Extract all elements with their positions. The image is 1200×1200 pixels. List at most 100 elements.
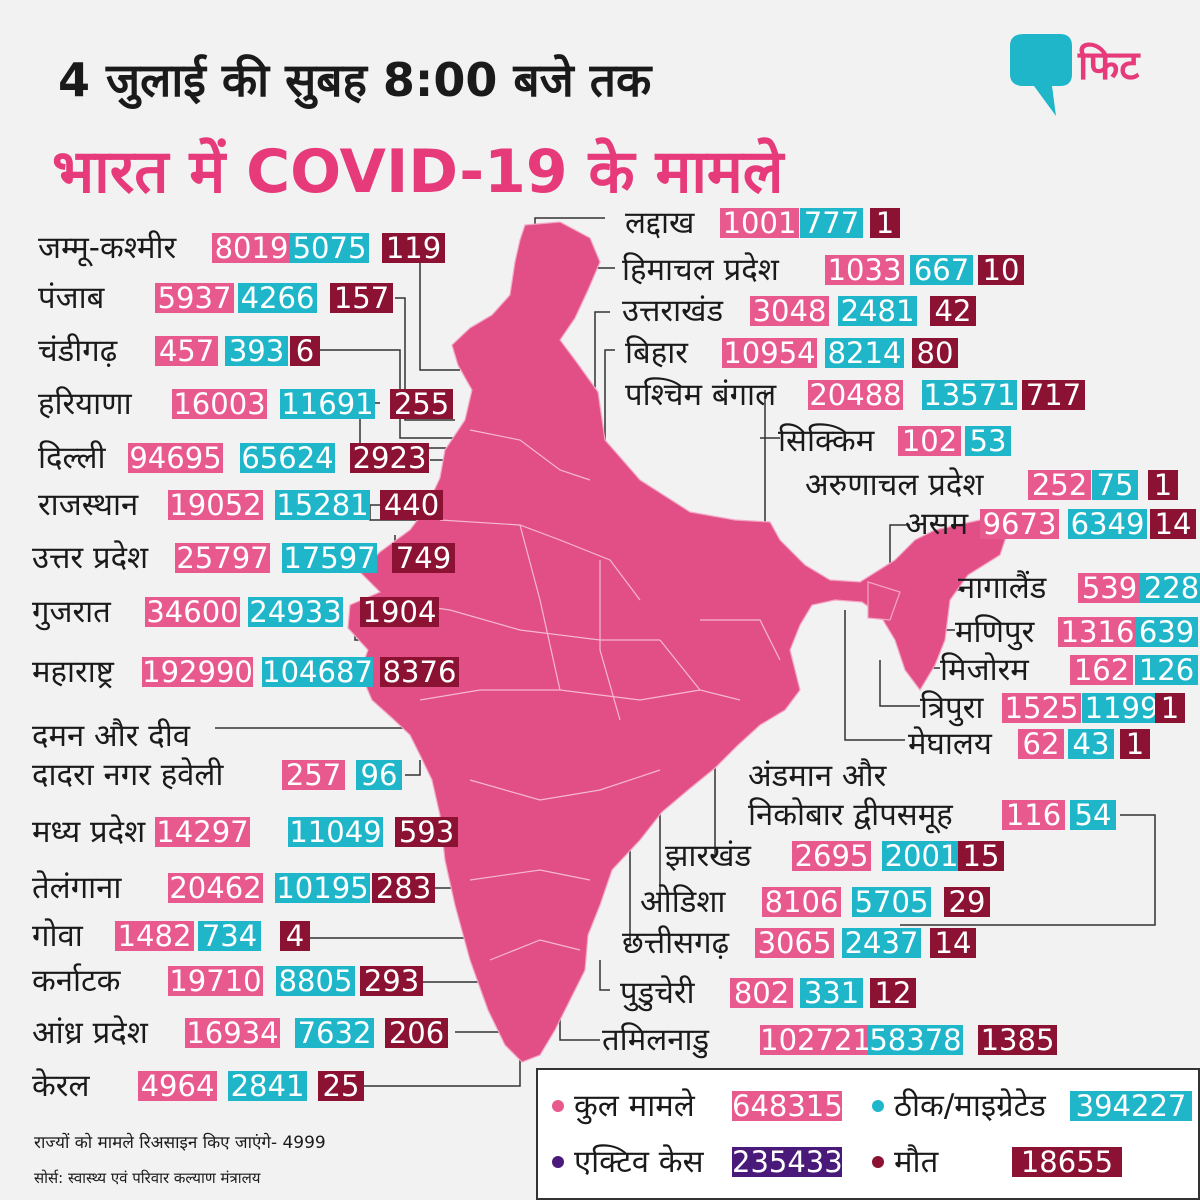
recovered-dot-icon	[872, 1100, 884, 1112]
recovered-value: 331	[800, 978, 863, 1008]
confirmed-value: 102	[898, 426, 961, 456]
recovered-value: 2481	[838, 296, 917, 326]
state-name: महाराष्ट्र	[32, 654, 114, 690]
state-row: चंडीगढ़ 457 393 6	[0, 333, 1200, 369]
recovered-value: 17597	[282, 543, 377, 573]
state-row: पश्चिम बंगाल 20488 13571 717	[0, 377, 1200, 413]
confirmed-value: 3065	[755, 928, 834, 958]
state-name: राजस्थान	[38, 487, 139, 523]
deaths-value: 1385	[978, 1025, 1057, 1055]
state-row: हरियाणा 16003 11691 255	[0, 386, 1200, 422]
state-name: उत्तराखंड	[622, 293, 724, 329]
state-name: पुडुचेरी	[620, 975, 695, 1011]
state-name: मणिपुर	[955, 614, 1035, 650]
state-name: नागालैंड	[958, 570, 1047, 606]
state-row: सिक्किम 102 53	[0, 423, 1200, 459]
state-name: उत्तर प्रदेश	[32, 540, 149, 576]
state-name: ओडिशा	[640, 884, 726, 920]
deaths-value: 29	[944, 887, 990, 917]
recovered-value: 7632	[295, 1018, 374, 1048]
state-name: मध्य प्रदेश	[32, 814, 146, 850]
deaths-dot-icon	[872, 1156, 884, 1168]
confirmed-value: 8106	[762, 887, 841, 917]
recovered-value: 54	[1070, 800, 1116, 830]
state-name: कर्नाटक	[32, 963, 121, 999]
state-name: अंडमान और	[748, 758, 887, 794]
deaths-value: 1	[1155, 693, 1185, 723]
deaths-value: 1	[870, 208, 900, 238]
deaths-value: 749	[392, 543, 455, 573]
recovered-value: 5075	[290, 233, 369, 263]
confirmed-value: 19052	[168, 490, 263, 520]
state-name: झारखंड	[665, 838, 752, 874]
confirmed-dot-icon	[552, 1100, 564, 1112]
state-row: केरल 4964 2841 25	[0, 1068, 1200, 1104]
state-name: तमिलनाडु	[602, 1022, 710, 1058]
state-row: छत्तीसगढ़ 3065 2437 14	[0, 925, 1200, 961]
recovered-value: 53	[965, 426, 1011, 456]
recovered-value: 8805	[276, 966, 355, 996]
deaths-value: 6	[290, 336, 320, 366]
state-name: मेघालय	[908, 726, 992, 762]
recovered-value: 228	[1140, 573, 1200, 603]
state-row: महाराष्ट्र 192990 104687 8376	[0, 654, 1200, 690]
state-name: आंध्र प्रदेश	[32, 1015, 148, 1051]
recovered-value: 65624	[240, 443, 335, 473]
state-row: तेलंगाना 20462 10195 283	[0, 870, 1200, 906]
recovered-value: 734	[198, 921, 261, 951]
deaths-value: 25	[318, 1071, 364, 1101]
deaths-value: 1	[1148, 470, 1178, 500]
deaths-value: 119	[382, 233, 445, 263]
state-name: त्रिपुरा	[920, 690, 984, 726]
confirmed-value: 257	[282, 760, 345, 790]
state-name: चंडीगढ़	[38, 333, 118, 369]
deaths-value: 12	[870, 978, 916, 1008]
state-row: असम 9673 6349 14	[0, 506, 1200, 542]
state-name: पंजाब	[38, 280, 105, 316]
state-name: तेलंगाना	[32, 870, 122, 906]
state-name: बिहार	[625, 335, 688, 371]
confirmed-value: 25797	[175, 543, 270, 573]
confirmed-value: 802	[730, 978, 793, 1008]
state-row: निकोबार द्वीपसमूह 116 54	[0, 797, 1200, 833]
state-row: दिल्ली 94695 65624 2923	[0, 440, 1200, 476]
confirmed-value: 192990	[142, 657, 253, 687]
state-name: केरल	[32, 1068, 90, 1104]
confirmed-value: 116	[1002, 800, 1065, 830]
confirmed-value: 1001	[720, 208, 799, 238]
confirmed-value: 16003	[172, 389, 267, 419]
state-name: हिमाचल प्रदेश	[622, 252, 779, 288]
recovered-value: 6349	[1068, 509, 1147, 539]
state-name: निकोबार द्वीपसमूह	[748, 797, 953, 833]
recovered-value: 8214	[825, 338, 904, 368]
active-dot-icon	[552, 1156, 564, 1168]
state-name: छत्तीसगढ़	[622, 925, 730, 961]
state-row: तमिलनाडु 102721 58378 1385	[0, 1022, 1200, 1058]
state-row: राजस्थान 19052 15281 440	[0, 487, 1200, 523]
deaths-value: 255	[390, 389, 453, 419]
confirmed-value: 20462	[168, 873, 263, 903]
confirmed-value: 14297	[155, 817, 250, 847]
deaths-value: 80	[912, 338, 958, 368]
confirmed-value: 2695	[792, 841, 871, 871]
state-row: कर्नाटक 19710 8805 293	[0, 963, 1200, 999]
recovered-value: 5705	[852, 887, 931, 917]
state-row: दमन और दीव	[0, 718, 1200, 754]
state-row: ओडिशा 8106 5705 29	[0, 884, 1200, 920]
state-name: गोवा	[32, 918, 83, 954]
recovered-value: 667	[910, 255, 973, 285]
state-row: मणिपुर 1316 639	[0, 614, 1200, 650]
legend-deaths-value: 18655	[1012, 1147, 1122, 1177]
confirmed-value: 1033	[825, 255, 904, 285]
recovered-value: 15281	[275, 490, 370, 520]
state-name: जम्मू-कश्मीर	[38, 230, 177, 266]
state-row: त्रिपुरा 1525 1199 1	[0, 690, 1200, 726]
confirmed-value: 20488	[808, 380, 903, 410]
state-row: उत्तराखंड 3048 2481 42	[0, 293, 1200, 329]
state-row: अंडमान और	[0, 758, 1200, 794]
confirmed-value: 162	[1070, 655, 1133, 685]
state-row: गोवा 1482 734 4	[0, 918, 1200, 954]
legend-deaths-label: मौत	[894, 1144, 939, 1180]
